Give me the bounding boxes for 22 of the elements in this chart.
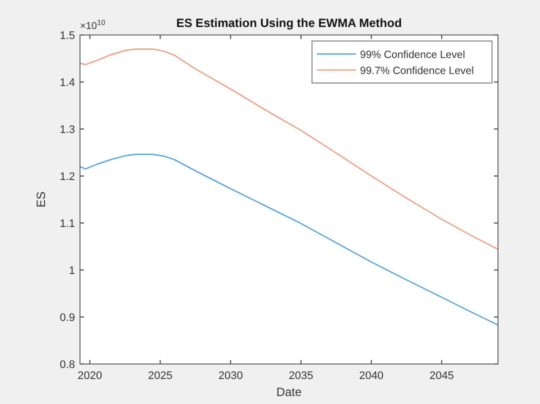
x-tick-label: 2030 [218,370,243,382]
x-axis-title: Date [276,385,302,399]
text: ×10$^{10}$ [80,18,106,32]
x-tick-label: 2035 [288,370,314,382]
line-series [79,154,499,326]
y-tick-label: 1.4 [60,77,75,89]
chart-title: ES Estimation Using the EWMA Method [176,16,402,30]
x-tick-label: 2040 [359,370,384,382]
y-tick-label: 1.3 [60,124,75,136]
x-tick-label: 2025 [148,370,172,382]
y-axis-title: ES [34,191,48,208]
x-tick-label: 2045 [429,370,454,382]
y-tick-label: 1.5 [60,30,75,42]
y-tick-label: 0.9 [60,312,75,324]
x-tick-label: 2020 [78,370,102,382]
legend-label: 99.7% Confidence Level [360,65,474,77]
y-tick-label: 1 [68,265,75,277]
legend-label: 99% Confidence Level [360,49,466,61]
y-tick-label: 1.1 [60,218,75,230]
y-tick-label: 0.8 [60,359,75,371]
y-tick-label: 1.2 [60,171,75,183]
line-series [79,48,499,250]
